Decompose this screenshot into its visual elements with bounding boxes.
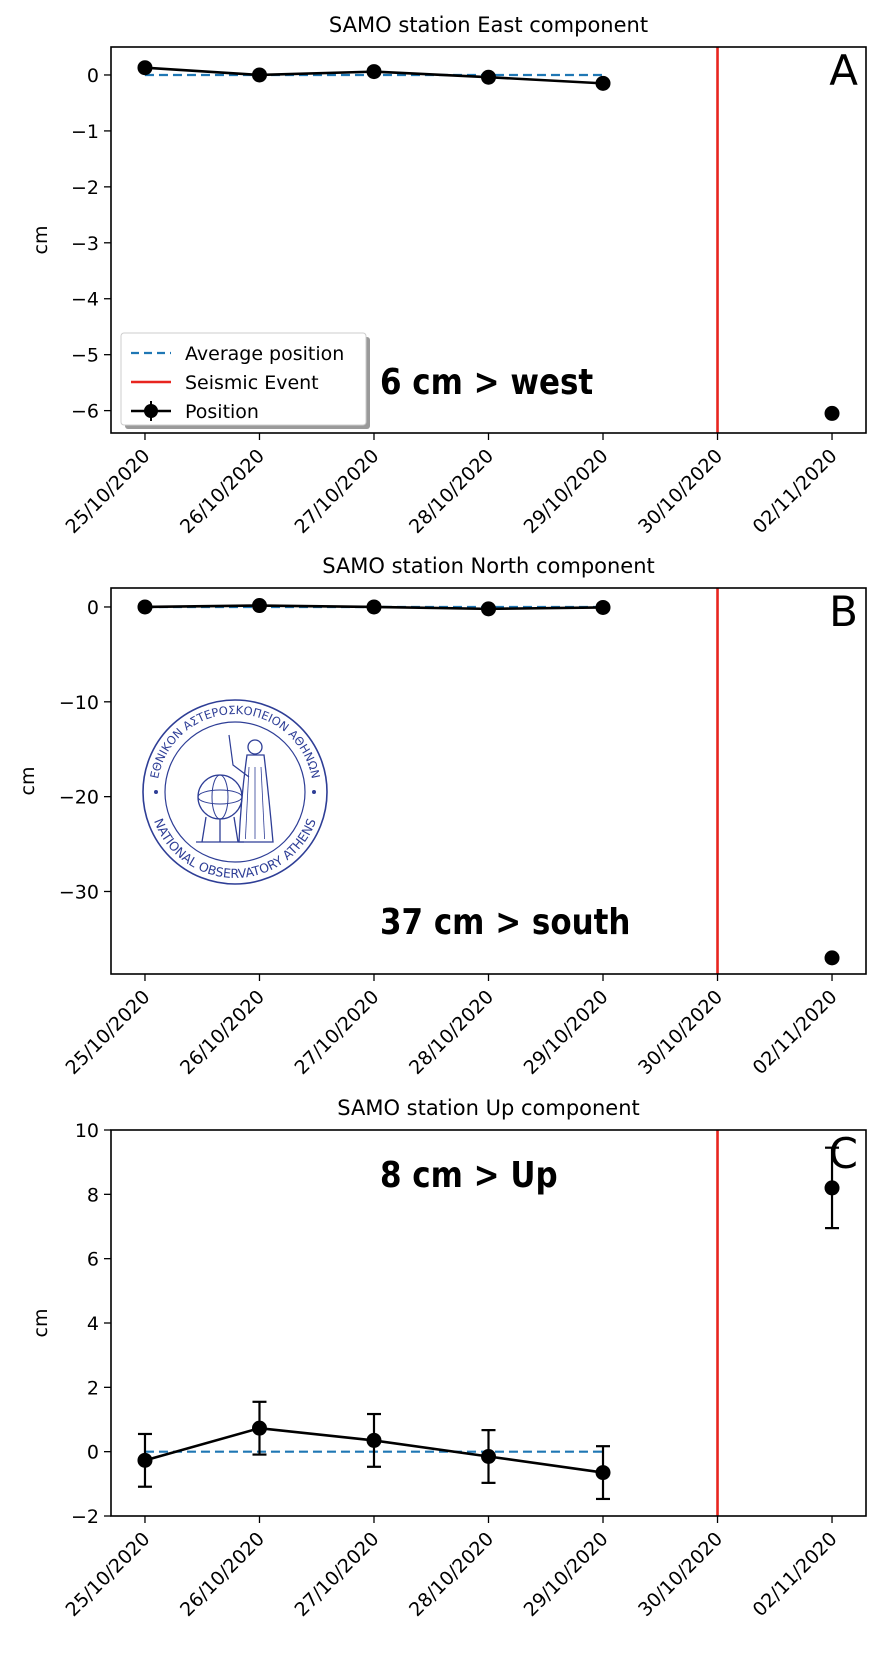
y-tick-label: 8 xyxy=(87,1184,99,1206)
x-tick-label: 30/10/2020 xyxy=(634,986,727,1079)
y-tick-label: −5 xyxy=(71,345,99,367)
y-tick-label: −30 xyxy=(59,881,99,903)
x-tick-label: 26/10/2020 xyxy=(176,445,269,538)
chart-title: SAMO station East component xyxy=(329,13,648,37)
x-tick-label: 27/10/2020 xyxy=(291,986,384,1079)
x-tick-label: 28/10/2020 xyxy=(405,986,498,1079)
x-tick-label: 29/10/2020 xyxy=(520,445,613,538)
position-point xyxy=(251,1420,267,1436)
y-axis-label: cm xyxy=(30,226,52,255)
post-event-point xyxy=(824,1180,840,1196)
seal-robe-fold xyxy=(245,766,250,840)
chart-panel-b: SAMO station North component 0 −10 −20 −30 cm… xyxy=(17,554,867,1079)
x-tick-label: 30/10/2020 xyxy=(634,1528,727,1621)
chart-panel-a: SAMO station East component 0 −1 −2 −3 −4 −5 −6… xyxy=(30,13,867,538)
position-point xyxy=(595,75,611,91)
position-point xyxy=(481,601,496,617)
seal-globe-band xyxy=(197,789,243,805)
chart-title: SAMO station North component xyxy=(322,554,655,578)
legend-box xyxy=(120,332,367,426)
position-point xyxy=(137,1452,153,1468)
y-tick-label: 10 xyxy=(75,1120,99,1142)
position-point xyxy=(595,1465,611,1481)
panel-label: A xyxy=(829,46,858,95)
x-tick-label: 26/10/2020 xyxy=(176,1528,269,1621)
chart-panel-c: SAMO station Up component 10 8 6 4 2 0 −2 cm 25/1… xyxy=(30,1096,867,1621)
y-axis-label: cm xyxy=(17,767,39,796)
panel-label: B xyxy=(829,587,858,636)
x-tick-label: 29/10/2020 xyxy=(520,986,613,1079)
x-tick-label: 28/10/2020 xyxy=(405,445,498,538)
x-tick-label: 28/10/2020 xyxy=(405,1528,498,1621)
position-point xyxy=(251,598,267,614)
seal-dot xyxy=(154,790,158,794)
displacement-annotation: 8 cm > Up xyxy=(380,1154,558,1196)
y-tick-label: 6 xyxy=(87,1249,99,1271)
seal-greek-text: ΕΘΝΙΚΟΝ ΑΣΤΕΡΟΣΚΟΠΕΙΟΝ ΑΘΗΝΩΝ xyxy=(147,703,323,780)
seal-figure-arm xyxy=(228,734,250,778)
x-tick-label: 26/10/2020 xyxy=(176,986,269,1079)
y-tick-label: −1 xyxy=(71,121,99,143)
x-tick-label: 02/11/2020 xyxy=(749,445,842,538)
y-tick-label: −20 xyxy=(59,787,99,809)
position-point xyxy=(366,64,382,80)
seal-dot xyxy=(312,790,316,794)
y-tick-label: −3 xyxy=(71,233,99,255)
position-point xyxy=(366,599,382,615)
position-point xyxy=(137,60,153,76)
position-point xyxy=(595,599,611,615)
position-point xyxy=(137,599,153,615)
plot-frame xyxy=(110,1129,867,1517)
legend-swatch-marker xyxy=(144,404,158,418)
seal-inner-ring xyxy=(164,721,306,863)
position-point xyxy=(481,1448,496,1464)
legend: Average position Seismic Event Position xyxy=(120,332,370,429)
x-tick-label: 29/10/2020 xyxy=(520,1528,613,1621)
y-axis-label: cm xyxy=(30,1309,52,1338)
position-point xyxy=(366,1432,382,1448)
y-tick-label: −4 xyxy=(71,289,99,311)
plot-frame xyxy=(110,587,867,975)
x-tick-label: 25/10/2020 xyxy=(62,1528,155,1621)
seal-figure-head xyxy=(247,739,263,755)
seal-robe-fold xyxy=(260,766,265,840)
seal-globe-band xyxy=(211,774,229,820)
y-tick-label: −10 xyxy=(59,692,99,714)
seal-outer-ring xyxy=(142,699,328,885)
y-tick-label: −6 xyxy=(71,401,99,423)
legend-label: Position xyxy=(185,401,259,423)
x-tick-label: 25/10/2020 xyxy=(62,445,155,538)
displacement-annotation: 37 cm > south xyxy=(380,901,630,943)
y-tick-label: 2 xyxy=(87,1377,99,1399)
x-tick-label: 25/10/2020 xyxy=(62,986,155,1079)
y-tick-label: −2 xyxy=(71,1506,99,1528)
seal-globe xyxy=(197,774,243,820)
seal-figure-robe xyxy=(238,754,274,843)
position-point xyxy=(481,69,496,85)
y-tick-label: 0 xyxy=(87,65,99,87)
y-tick-label: −2 xyxy=(71,177,99,199)
legend-label: Average position xyxy=(185,343,344,365)
chart-title: SAMO station Up component xyxy=(337,1096,640,1120)
x-tick-label: 27/10/2020 xyxy=(291,1528,384,1621)
x-tick-label: 02/11/2020 xyxy=(749,1528,842,1621)
post-event-point xyxy=(824,405,840,421)
y-tick-label: 4 xyxy=(87,1313,99,1335)
y-tick-label: 0 xyxy=(87,1442,99,1464)
x-tick-label: 02/11/2020 xyxy=(749,986,842,1079)
displacement-annotation: 6 cm > west xyxy=(380,361,593,403)
post-event-point xyxy=(824,950,840,966)
legend-label: Seismic Event xyxy=(185,372,319,394)
panel-label: C xyxy=(829,1129,858,1178)
position-point xyxy=(251,67,267,83)
plot-frame xyxy=(110,46,867,434)
x-tick-label: 30/10/2020 xyxy=(634,445,727,538)
seal-globe-stand xyxy=(196,816,244,843)
x-tick-label: 27/10/2020 xyxy=(291,445,384,538)
y-tick-label: 0 xyxy=(87,597,99,619)
